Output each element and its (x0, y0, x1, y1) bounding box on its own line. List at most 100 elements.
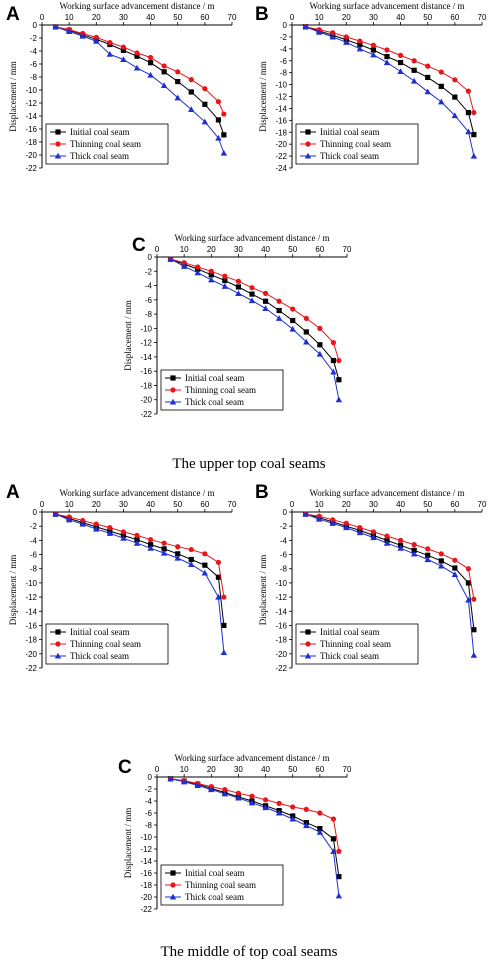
data-point (215, 134, 222, 141)
data-point (452, 94, 458, 100)
y-tick-label: -22 (275, 664, 287, 673)
data-point (93, 34, 99, 40)
data-point (329, 33, 336, 40)
data-point (202, 562, 208, 568)
x-tick-label: 30 (369, 500, 378, 509)
x-tick-label: 0 (155, 765, 160, 774)
legend: Initial coal seam Thinning coal seam Thick… (45, 123, 169, 165)
data-point (133, 64, 141, 71)
data-point (147, 60, 154, 66)
data-point (194, 269, 201, 276)
data-point (356, 45, 364, 52)
data-point (147, 544, 154, 551)
y-tick-label: -22 (25, 164, 37, 173)
data-point (106, 530, 114, 536)
legend-swatch-marker (304, 152, 312, 159)
data-point (330, 340, 337, 346)
data-point (235, 794, 242, 801)
y-tick-label: -10 (275, 579, 287, 588)
data-point (465, 580, 472, 586)
data-point (249, 291, 255, 297)
data-point (167, 775, 174, 782)
data-point (215, 559, 222, 565)
data-point (438, 551, 444, 557)
data-point (465, 596, 472, 603)
x-axis-title: Working surface advancement distance / m (60, 488, 215, 498)
panel-label: C (132, 235, 146, 256)
y-tick-label: -18 (140, 881, 152, 890)
y-tick-label: -12 (140, 339, 152, 348)
data-point (134, 537, 140, 543)
x-tick-label: 70 (478, 13, 487, 22)
data-point (175, 544, 181, 550)
data-point (188, 561, 195, 568)
data-point (93, 521, 99, 527)
data-point (470, 152, 478, 159)
data-point (397, 537, 404, 543)
x-tick-label: 50 (173, 13, 182, 22)
y-tick-label: -20 (25, 650, 37, 659)
y-tick-label: -8 (30, 565, 38, 574)
y-tick-label: -18 (25, 138, 37, 147)
data-point (315, 28, 323, 35)
data-point (133, 540, 141, 546)
series-thinning-coal-seam (302, 511, 477, 602)
data-point (188, 106, 195, 113)
data-point (235, 284, 242, 290)
data-point (188, 77, 194, 83)
series-line (305, 26, 475, 135)
series-initial-coal-seam (167, 256, 342, 383)
y-axis-title: Displacement / mm (258, 555, 268, 625)
legend-swatch-marker (55, 141, 61, 147)
x-tick-label: 10 (180, 245, 189, 254)
legend-box (295, 623, 419, 665)
legend-label: Thick coal seam (70, 651, 129, 661)
y-tick-label: -4 (280, 45, 288, 54)
x-axis-title: Working surface advancement distance / m (310, 1, 465, 11)
data-point (221, 594, 227, 600)
data-point (384, 53, 390, 60)
x-tick-label: 30 (234, 765, 243, 774)
panel-label: A (6, 4, 20, 25)
y-tick-label: -22 (140, 905, 152, 914)
data-point (471, 109, 477, 116)
data-point (160, 549, 168, 556)
chart-panel-c: C 0 10 20 30 40 50 60 70 0 -2 -4 -6 -8 -10 -12 -14 -16 -18… (123, 233, 352, 419)
data-point (330, 357, 337, 364)
data-point (370, 42, 377, 48)
data-point (220, 649, 228, 655)
x-tick-label: 0 (290, 500, 295, 509)
data-point (425, 546, 431, 552)
data-point (181, 260, 187, 266)
data-point (93, 525, 100, 532)
data-point (174, 94, 181, 101)
data-point (248, 297, 256, 304)
y-tick-label: -10 (140, 833, 152, 842)
legend-swatch-marker (305, 141, 311, 147)
legend-swatch-marker (55, 129, 61, 135)
legend-label: Thinning coal seam (185, 385, 256, 395)
data-point (289, 325, 296, 332)
legend-box (45, 623, 169, 665)
data-point (451, 112, 459, 119)
legend-swatch-marker (305, 629, 311, 635)
data-point (175, 69, 181, 75)
y-tick-label: -8 (280, 565, 288, 574)
legend-label: Thick coal seam (70, 151, 129, 161)
data-point (174, 554, 181, 561)
x-tick-label: 60 (200, 500, 209, 509)
data-point (438, 562, 445, 569)
x-tick-label: 30 (119, 500, 128, 509)
data-point (221, 111, 227, 117)
x-tick-label: 40 (146, 13, 155, 22)
series-thinning-coal-seam (302, 24, 477, 116)
data-point (336, 357, 342, 364)
legend-swatch-marker (169, 893, 177, 900)
series-line (305, 513, 475, 600)
data-point (79, 32, 86, 39)
panel-label: B (255, 4, 269, 25)
legend-swatch-marker (54, 652, 62, 659)
x-tick-label: 10 (65, 13, 74, 22)
data-point (356, 529, 364, 536)
data-point (79, 520, 86, 527)
